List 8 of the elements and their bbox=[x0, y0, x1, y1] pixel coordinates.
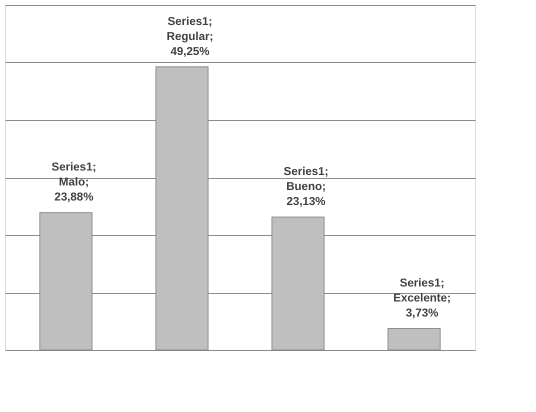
bar bbox=[155, 66, 208, 350]
data-label: Series1; Excelente; 3,73% bbox=[393, 278, 451, 320]
bar bbox=[388, 328, 441, 350]
data-label: Series1; Malo; 23,88% bbox=[52, 162, 96, 204]
data-label: Series1; Regular; 49,25% bbox=[166, 16, 214, 58]
bar bbox=[39, 212, 92, 350]
bar bbox=[272, 216, 325, 350]
data-label: Series1; Bueno; 23,13% bbox=[284, 166, 328, 208]
